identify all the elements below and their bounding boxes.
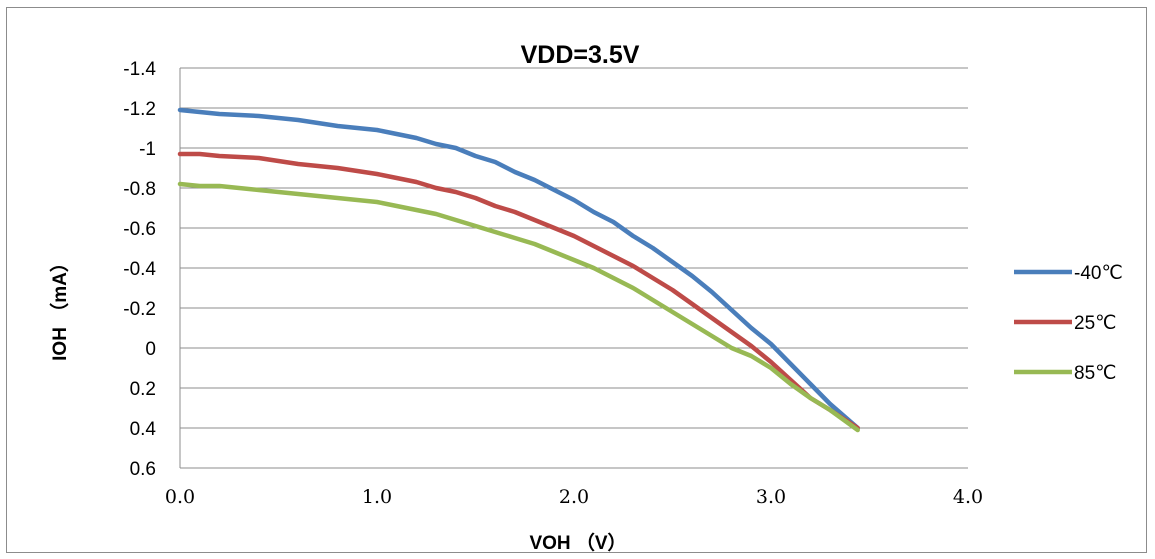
y-axis-ticks: -1.4 -1.2 -1 -0.8 -0.6 -0.4 -0.2 0 0.2 0.4 0.6	[123, 59, 156, 480]
y-tick-label: -0.8	[123, 179, 156, 200]
x-tick-label: 1.0	[362, 486, 392, 508]
chart-title: VDD=3.5V	[521, 41, 640, 69]
x-tick-label: 3.0	[756, 486, 786, 508]
y-tick-label: -0.6	[123, 219, 156, 240]
series-lines	[177, 107, 860, 433]
y-axis-label: IOH （mA）	[48, 253, 71, 361]
legend-label: -40℃	[1074, 263, 1123, 284]
x-tick-label: 0.0	[165, 486, 195, 508]
grid	[179, 67, 968, 469]
chart-frame	[6, 7, 1147, 553]
y-tick-label: -0.4	[123, 259, 156, 280]
y-tick-label: -1.4	[123, 59, 156, 80]
x-axis-ticks: 0.0 1.0 2.0 3.0 4.0	[165, 486, 983, 508]
y-tick-label: 0.4	[130, 419, 157, 440]
x-axis-label: VOH （V）	[529, 531, 626, 554]
series-line-2	[177, 181, 860, 433]
x-tick-label: 4.0	[953, 486, 983, 508]
y-tick-label: 0.2	[130, 379, 156, 400]
x-tick-label: 2.0	[559, 486, 589, 508]
legend: -40℃ 25℃ 85℃	[1014, 263, 1123, 384]
series-line-1	[177, 151, 860, 431]
legend-label: 85℃	[1074, 363, 1116, 384]
y-tick-label: 0	[145, 339, 156, 360]
legend-label: 25℃	[1074, 313, 1116, 334]
y-tick-label: -0.2	[123, 299, 156, 320]
series-line-0	[177, 107, 860, 431]
y-tick-label: -1	[139, 139, 156, 160]
y-tick-label: 0.6	[130, 459, 156, 480]
y-tick-label: -1.2	[123, 99, 156, 120]
